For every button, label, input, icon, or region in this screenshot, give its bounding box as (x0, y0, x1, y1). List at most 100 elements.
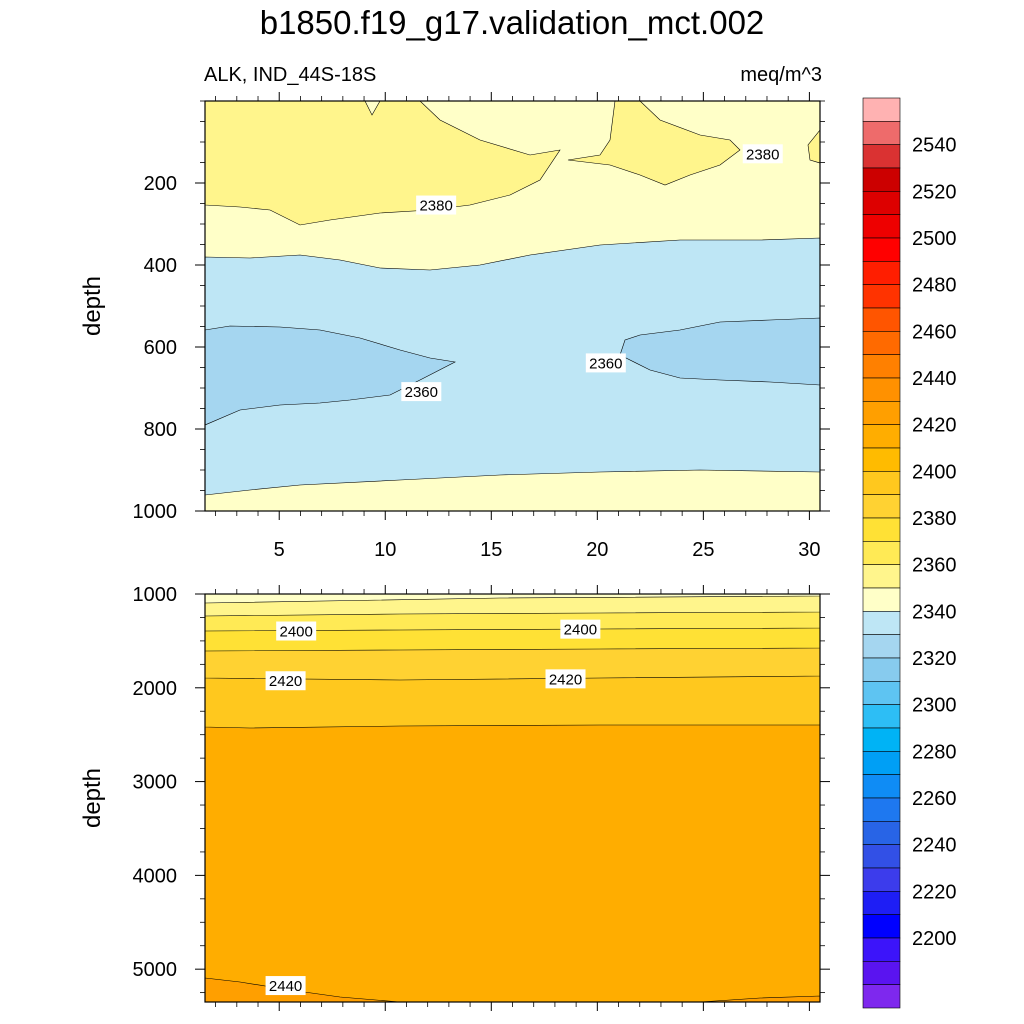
colorbar-label: 2380 (912, 508, 957, 530)
contour-label: 2420 (265, 671, 306, 691)
region-2390-right (567, 101, 741, 186)
colorbar-swatch (862, 797, 901, 822)
upper-panel (205, 101, 820, 511)
colorbar-swatch (862, 914, 901, 939)
contour-label: 2360 (585, 353, 626, 373)
x-tick-label: 20 (586, 539, 608, 561)
x-tick-label: 10 (374, 539, 396, 561)
y-tick-label: 4000 (133, 865, 178, 887)
contour-label: 2400 (560, 619, 601, 639)
colorbar-swatch (862, 564, 901, 589)
region-2360 (205, 237, 820, 496)
variable-region-label: ALK, IND_44S-18S (204, 64, 377, 86)
contour-label-layer: 2380 2380 2360 2360 2400 2400 2420 2420 2440 (265, 144, 783, 996)
colorbar-label: 2400 (912, 461, 957, 483)
x-tick-label: 5 (274, 539, 285, 561)
colorbar-swatch (862, 704, 901, 729)
y-tick-label: 1000 (133, 501, 178, 523)
axes-layer: 5 10 15 20 25 30 200 400 600 800 1000 1000 2000 3000 4… (133, 92, 830, 1011)
y-tick-label: 600 (144, 337, 177, 359)
y-tick-label: 200 (144, 173, 177, 195)
colorbar-label: 2280 (912, 741, 957, 763)
colorbar-swatch (862, 237, 901, 262)
colorbar-label: 2420 (912, 415, 957, 437)
colorbar (862, 97, 901, 1009)
contour-label-text: 2400 (564, 622, 597, 639)
colorbar-swatch (862, 214, 901, 239)
figure-title: b1850.f19_g17.validation_mct.002 (259, 4, 765, 41)
x-tick-label: 15 (480, 539, 502, 561)
upper-ylabel: depth (79, 276, 106, 336)
colorbar-swatch (862, 751, 901, 775)
colorbar-swatch (862, 891, 901, 915)
region-2350-left (205, 325, 456, 426)
colorbar-swatch (862, 774, 901, 799)
lower-panel (205, 594, 820, 1002)
colorbar-label: 2540 (912, 135, 957, 157)
y-tick-label: 2000 (133, 678, 178, 700)
colorbar-label: 2340 (912, 601, 957, 623)
contour-label-text: 2380 (419, 198, 452, 215)
colorbar-label: 2360 (912, 555, 957, 577)
colorbar-swatch (862, 401, 901, 425)
colorbar-swatch (862, 424, 901, 449)
colorbar-swatch (862, 984, 901, 1009)
colorbar-label: 2200 (912, 928, 957, 950)
colorbar-label: 2520 (912, 181, 957, 203)
colorbar-labels: 2540 2520 2500 2480 2460 2440 2420 2400 2380 2360… (912, 135, 957, 950)
colorbar-swatch (862, 331, 901, 355)
colorbar-swatch (862, 377, 901, 402)
colorbar-label: 2240 (912, 835, 957, 857)
colorbar-swatch (862, 97, 901, 122)
colorbar-swatch (862, 261, 901, 285)
y-tick-label: 3000 (133, 772, 178, 794)
colorbar-swatch (862, 634, 901, 659)
region-2440-right (699, 995, 820, 1002)
region-2370-low (205, 594, 820, 604)
contour-label-text: 2440 (269, 978, 302, 995)
region-2390-left (205, 101, 561, 226)
x-tick-label: 30 (798, 539, 820, 561)
y-tick-label: 5000 (133, 959, 178, 981)
colorbar-swatch (862, 844, 901, 869)
units-label: meq/m^3 (740, 64, 822, 86)
colorbar-swatch (862, 447, 901, 472)
lower-ylabel: depth (79, 768, 106, 828)
colorbar-swatch (862, 937, 901, 962)
region-2440 (205, 977, 401, 1002)
x-tick-label: 25 (692, 539, 714, 561)
contour-label-text: 2360 (589, 355, 622, 372)
contour-label-text: 2420 (269, 673, 302, 690)
colorbar-label: 2300 (912, 695, 957, 717)
colorbar-swatch (862, 867, 901, 892)
contour-label-text: 2400 (280, 624, 313, 641)
colorbar-swatch (862, 167, 901, 192)
contour-label-text: 2380 (746, 146, 779, 163)
contour-label: 2380 (416, 195, 457, 215)
colorbar-swatch (862, 541, 901, 565)
colorbar-swatch (862, 307, 901, 332)
colorbar-label: 2480 (912, 275, 957, 297)
contour-label: 2380 (742, 144, 783, 164)
colorbar-swatch (862, 354, 901, 379)
contour-label: 2400 (276, 621, 317, 641)
contour-label-text: 2360 (405, 384, 438, 401)
contour-label-text: 2420 (549, 671, 582, 688)
colorbar-label: 2260 (912, 788, 957, 810)
region-2390-edge (807, 129, 820, 164)
colorbar-swatch (862, 611, 901, 635)
colorbar-swatch (862, 191, 901, 215)
colorbar-label: 2500 (912, 228, 957, 250)
colorbar-swatch (862, 471, 901, 495)
contour-label: 2420 (545, 669, 586, 689)
colorbar-swatch (862, 284, 901, 309)
colorbar-swatch (862, 587, 901, 612)
y-tick-label: 1000 (133, 584, 178, 606)
colorbar-label: 2440 (912, 368, 957, 390)
colorbar-label: 2320 (912, 648, 957, 670)
colorbar-label: 2460 (912, 321, 957, 343)
colorbar-label: 2220 (912, 881, 957, 903)
contour-label: 2440 (265, 976, 306, 996)
y-tick-label: 800 (144, 419, 177, 441)
